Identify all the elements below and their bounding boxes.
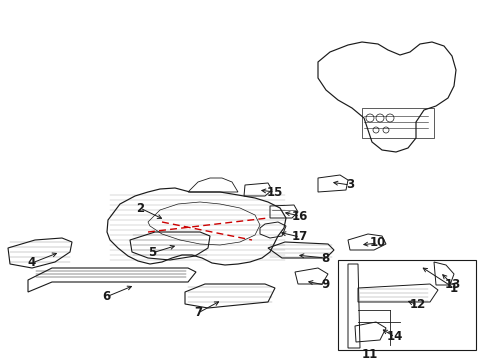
Text: 17: 17 <box>291 230 307 243</box>
Text: 3: 3 <box>345 179 353 192</box>
Text: 16: 16 <box>291 210 307 222</box>
Text: 2: 2 <box>136 202 144 215</box>
Text: 11: 11 <box>361 347 377 360</box>
Text: 4: 4 <box>28 256 36 270</box>
Text: 6: 6 <box>102 291 110 303</box>
Bar <box>361 108 433 138</box>
Text: 15: 15 <box>266 185 283 198</box>
Bar <box>337 260 475 350</box>
Text: 8: 8 <box>320 252 328 265</box>
Text: 12: 12 <box>409 298 425 311</box>
Text: 9: 9 <box>320 279 328 292</box>
Text: 1: 1 <box>449 282 457 294</box>
Text: 7: 7 <box>194 306 202 320</box>
Text: 5: 5 <box>147 247 156 260</box>
Text: 14: 14 <box>386 330 403 343</box>
Text: 10: 10 <box>369 237 386 249</box>
Text: 13: 13 <box>444 279 460 292</box>
